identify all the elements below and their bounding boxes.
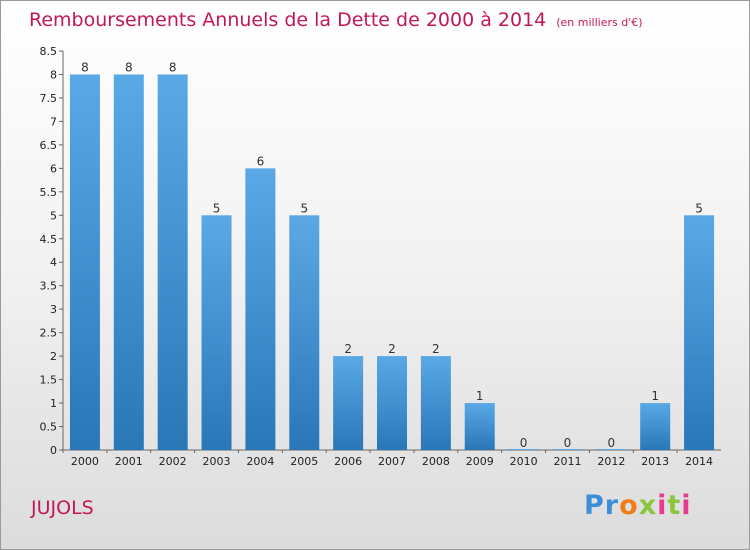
y-tick-label: 5.5 <box>40 186 58 199</box>
data-labels-group: 8 8 8 5 6 5 2 2 2 1 0 0 0 1 5 <box>81 60 703 450</box>
x-tick-label-2005: 2005 <box>290 455 318 468</box>
y-tick-label: 2 <box>50 350 57 363</box>
y-tick-label: 7.5 <box>40 92 58 105</box>
data-label-2009: 1 <box>476 389 484 403</box>
y-tick-label: 2.5 <box>40 327 58 340</box>
y-tick-label: 3 <box>50 303 57 316</box>
x-tick-label-2012: 2012 <box>597 455 625 468</box>
bar-2002 <box>157 74 188 451</box>
y-tick-label: 6 <box>50 162 57 175</box>
y-tick-label: 3.5 <box>40 280 58 293</box>
bar-2008 <box>420 356 451 450</box>
x-tick-label-2002: 2002 <box>159 455 187 468</box>
data-label-2008: 2 <box>432 342 440 356</box>
bar-2009 <box>464 403 495 450</box>
data-label-2014: 5 <box>695 201 703 215</box>
data-label-2006: 2 <box>344 342 352 356</box>
data-label-2013: 1 <box>651 389 659 403</box>
x-tick-label-2013: 2013 <box>641 455 669 468</box>
bar-2003 <box>201 215 232 450</box>
bar-2001 <box>113 74 144 451</box>
y-tick-label: 7 <box>50 115 57 128</box>
place-name: JUJOLS <box>31 497 94 519</box>
bar-2007 <box>377 356 407 450</box>
chart-unit: (en milliers d'€) <box>556 16 643 29</box>
x-tick-label-2010: 2010 <box>510 455 538 468</box>
bar-2006 <box>333 356 364 450</box>
chart-title: Remboursements Annuels de la Dette de 20… <box>29 9 643 31</box>
y-tick-label: 1 <box>50 397 57 410</box>
y-axis: 0 0.5 1 1.5 2 2.5 3 3.5 4 4.5 5 5.5 6 6.5 7 7.5 8 8.5 <box>40 45 64 457</box>
data-label-2011: 0 <box>564 436 572 450</box>
chart-title-text: Remboursements Annuels de la Dette de 20… <box>29 9 547 31</box>
x-tick-label-2014: 2014 <box>685 455 713 468</box>
data-label-2004: 6 <box>257 154 265 168</box>
bar-2014 <box>684 215 715 450</box>
data-label-2001: 8 <box>125 60 133 74</box>
data-label-2002: 8 <box>169 60 177 74</box>
data-label-2005: 5 <box>300 201 308 215</box>
y-tick-label: 0.5 <box>40 421 58 434</box>
y-tick-label: 1.5 <box>40 374 58 387</box>
data-label-2000: 8 <box>81 60 89 74</box>
y-tick-label: 6.5 <box>40 139 58 152</box>
x-axis: 2000 2001 2002 2003 2004 2005 2006 2007 2008 2009… <box>62 449 721 468</box>
x-tick-label-2011: 2011 <box>553 455 581 468</box>
x-tick-label-2009: 2009 <box>466 455 494 468</box>
proxiti-logo[interactable]: Proxiti <box>584 490 692 521</box>
bar-2005 <box>289 215 320 450</box>
x-tick-label-2000: 2000 <box>71 455 99 468</box>
y-tick-label: 0 <box>50 444 57 457</box>
x-tick-label-2003: 2003 <box>203 455 231 468</box>
x-tick-label-2004: 2004 <box>246 455 274 468</box>
data-label-2003: 5 <box>213 201 221 215</box>
y-tick-label: 8.5 <box>40 45 58 58</box>
x-tick-label-2001: 2001 <box>115 455 143 468</box>
x-tick-label-2007: 2007 <box>378 455 406 468</box>
data-label-2007: 2 <box>388 342 396 356</box>
bar-2013 <box>640 403 671 450</box>
y-tick-label: 4 <box>50 256 57 269</box>
bar-2004 <box>245 168 276 450</box>
data-label-2012: 0 <box>608 436 616 450</box>
data-label-2010: 0 <box>520 436 528 450</box>
y-tick-label: 5 <box>50 209 57 222</box>
x-tick-label-2006: 2006 <box>334 455 362 468</box>
y-tick-label: 8 <box>50 68 57 81</box>
x-tick-label-2008: 2008 <box>422 455 450 468</box>
bar-2000 <box>69 74 100 451</box>
y-tick-label: 4.5 <box>40 233 58 246</box>
bars-group <box>69 74 715 451</box>
